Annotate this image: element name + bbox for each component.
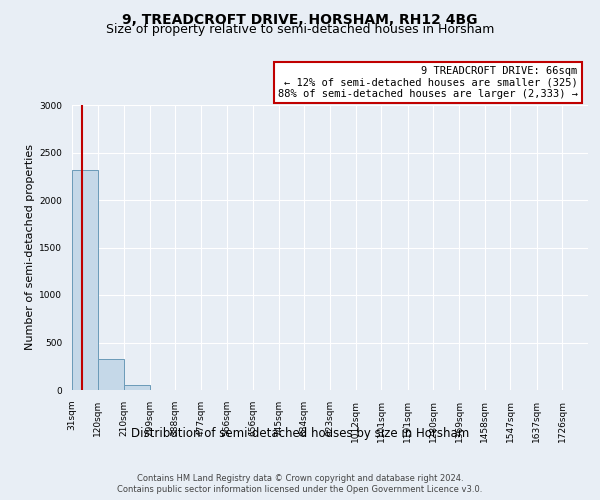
Text: Contains public sector information licensed under the Open Government Licence v3: Contains public sector information licen… (118, 485, 482, 494)
Bar (124, 385, 149, 390)
Bar (72, 170, 98, 390)
Text: 9, TREADCROFT DRIVE, HORSHAM, RH12 4BG: 9, TREADCROFT DRIVE, HORSHAM, RH12 4BG (122, 12, 478, 26)
Y-axis label: Number of semi-detached properties: Number of semi-detached properties (25, 144, 35, 350)
Text: Contains HM Land Registry data © Crown copyright and database right 2024.: Contains HM Land Registry data © Crown c… (137, 474, 463, 483)
Text: Distribution of semi-detached houses by size in Horsham: Distribution of semi-detached houses by … (131, 428, 469, 440)
Text: Size of property relative to semi-detached houses in Horsham: Size of property relative to semi-detach… (106, 24, 494, 36)
Bar (98, 359, 124, 390)
Text: 9 TREADCROFT DRIVE: 66sqm
← 12% of semi-detached houses are smaller (325)
88% of: 9 TREADCROFT DRIVE: 66sqm ← 12% of semi-… (278, 66, 578, 100)
